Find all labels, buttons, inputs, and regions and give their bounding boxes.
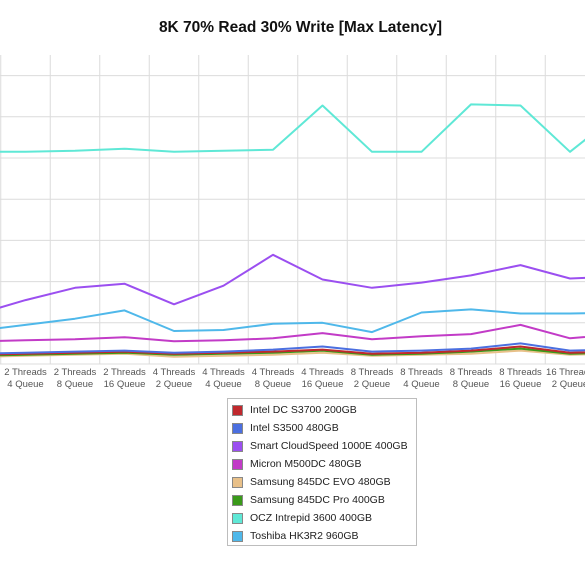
legend-label: Intel DC S3700 200GB [250,404,357,416]
legend-label: Samsung 845DC EVO 480GB [250,476,391,488]
x-tick-label: 4 Threads 4 Queue [202,367,245,390]
legend-label: Toshiba HK3R2 960GB [250,530,359,542]
legend-item: OCZ Intrepid 3600 400GB [232,510,372,526]
legend-swatch [232,440,243,452]
x-tick-label: 8 Threads 16 Queue [499,367,542,390]
series-line-6 [0,103,585,153]
x-tick-label: 2 Threads 8 Queue [54,367,97,390]
legend-item: Smart CloudSpeed 1000E 400GB [232,438,408,454]
legend-item: Intel DC S3700 200GB [232,402,357,418]
legend-item: Samsung 845DC Pro 400GB [232,492,385,508]
legend-item: Toshiba HK3R2 960GB [232,528,359,544]
legend-label: Smart CloudSpeed 1000E 400GB [250,440,408,452]
legend-swatch [232,404,243,416]
legend-swatch [232,422,243,434]
legend-label: OCZ Intrepid 3600 400GB [250,512,372,524]
legend-item: Intel S3500 480GB [232,420,339,436]
legend-swatch [232,494,243,506]
x-tick-label: 4 Threads 8 Queue [252,367,295,390]
x-tick-label: 2 Threads 16 Queue [103,367,146,390]
x-tick-label: 4 Threads 16 Queue [301,367,344,390]
series-line-0 [0,345,585,356]
x-tick-label: 2 Threads 4 Queue [4,367,47,390]
legend-swatch [232,458,243,470]
legend-swatch [232,530,243,542]
series-line-3 [0,323,585,343]
x-tick-label: 4 Threads 2 Queue [153,367,196,390]
legend-item: Samsung 845DC EVO 480GB [232,474,391,490]
x-tick-label: 8 Threads 4 Queue [400,367,443,390]
series-line-5 [0,347,585,357]
legend-label: Samsung 845DC Pro 400GB [250,494,385,506]
legend-label: Intel S3500 480GB [250,422,339,434]
x-tick-label: 8 Threads 2 Queue [351,367,394,390]
legend-swatch [232,512,243,524]
x-tick-label: 8 Threads 8 Queue [450,367,493,390]
series-line-2 [0,253,585,309]
series-line-7 [0,308,585,334]
legend-swatch [232,476,243,488]
chart-title: 8K 70% Read 30% Write [Max Latency] [158,19,443,36]
legend-label: Micron M500DC 480GB [250,458,362,470]
legend-item: Micron M500DC 480GB [232,456,361,472]
series-line-1 [0,342,585,355]
chart-legend: Intel DC S3700 200GB Intel S3500 480GB Sma… [227,398,417,546]
